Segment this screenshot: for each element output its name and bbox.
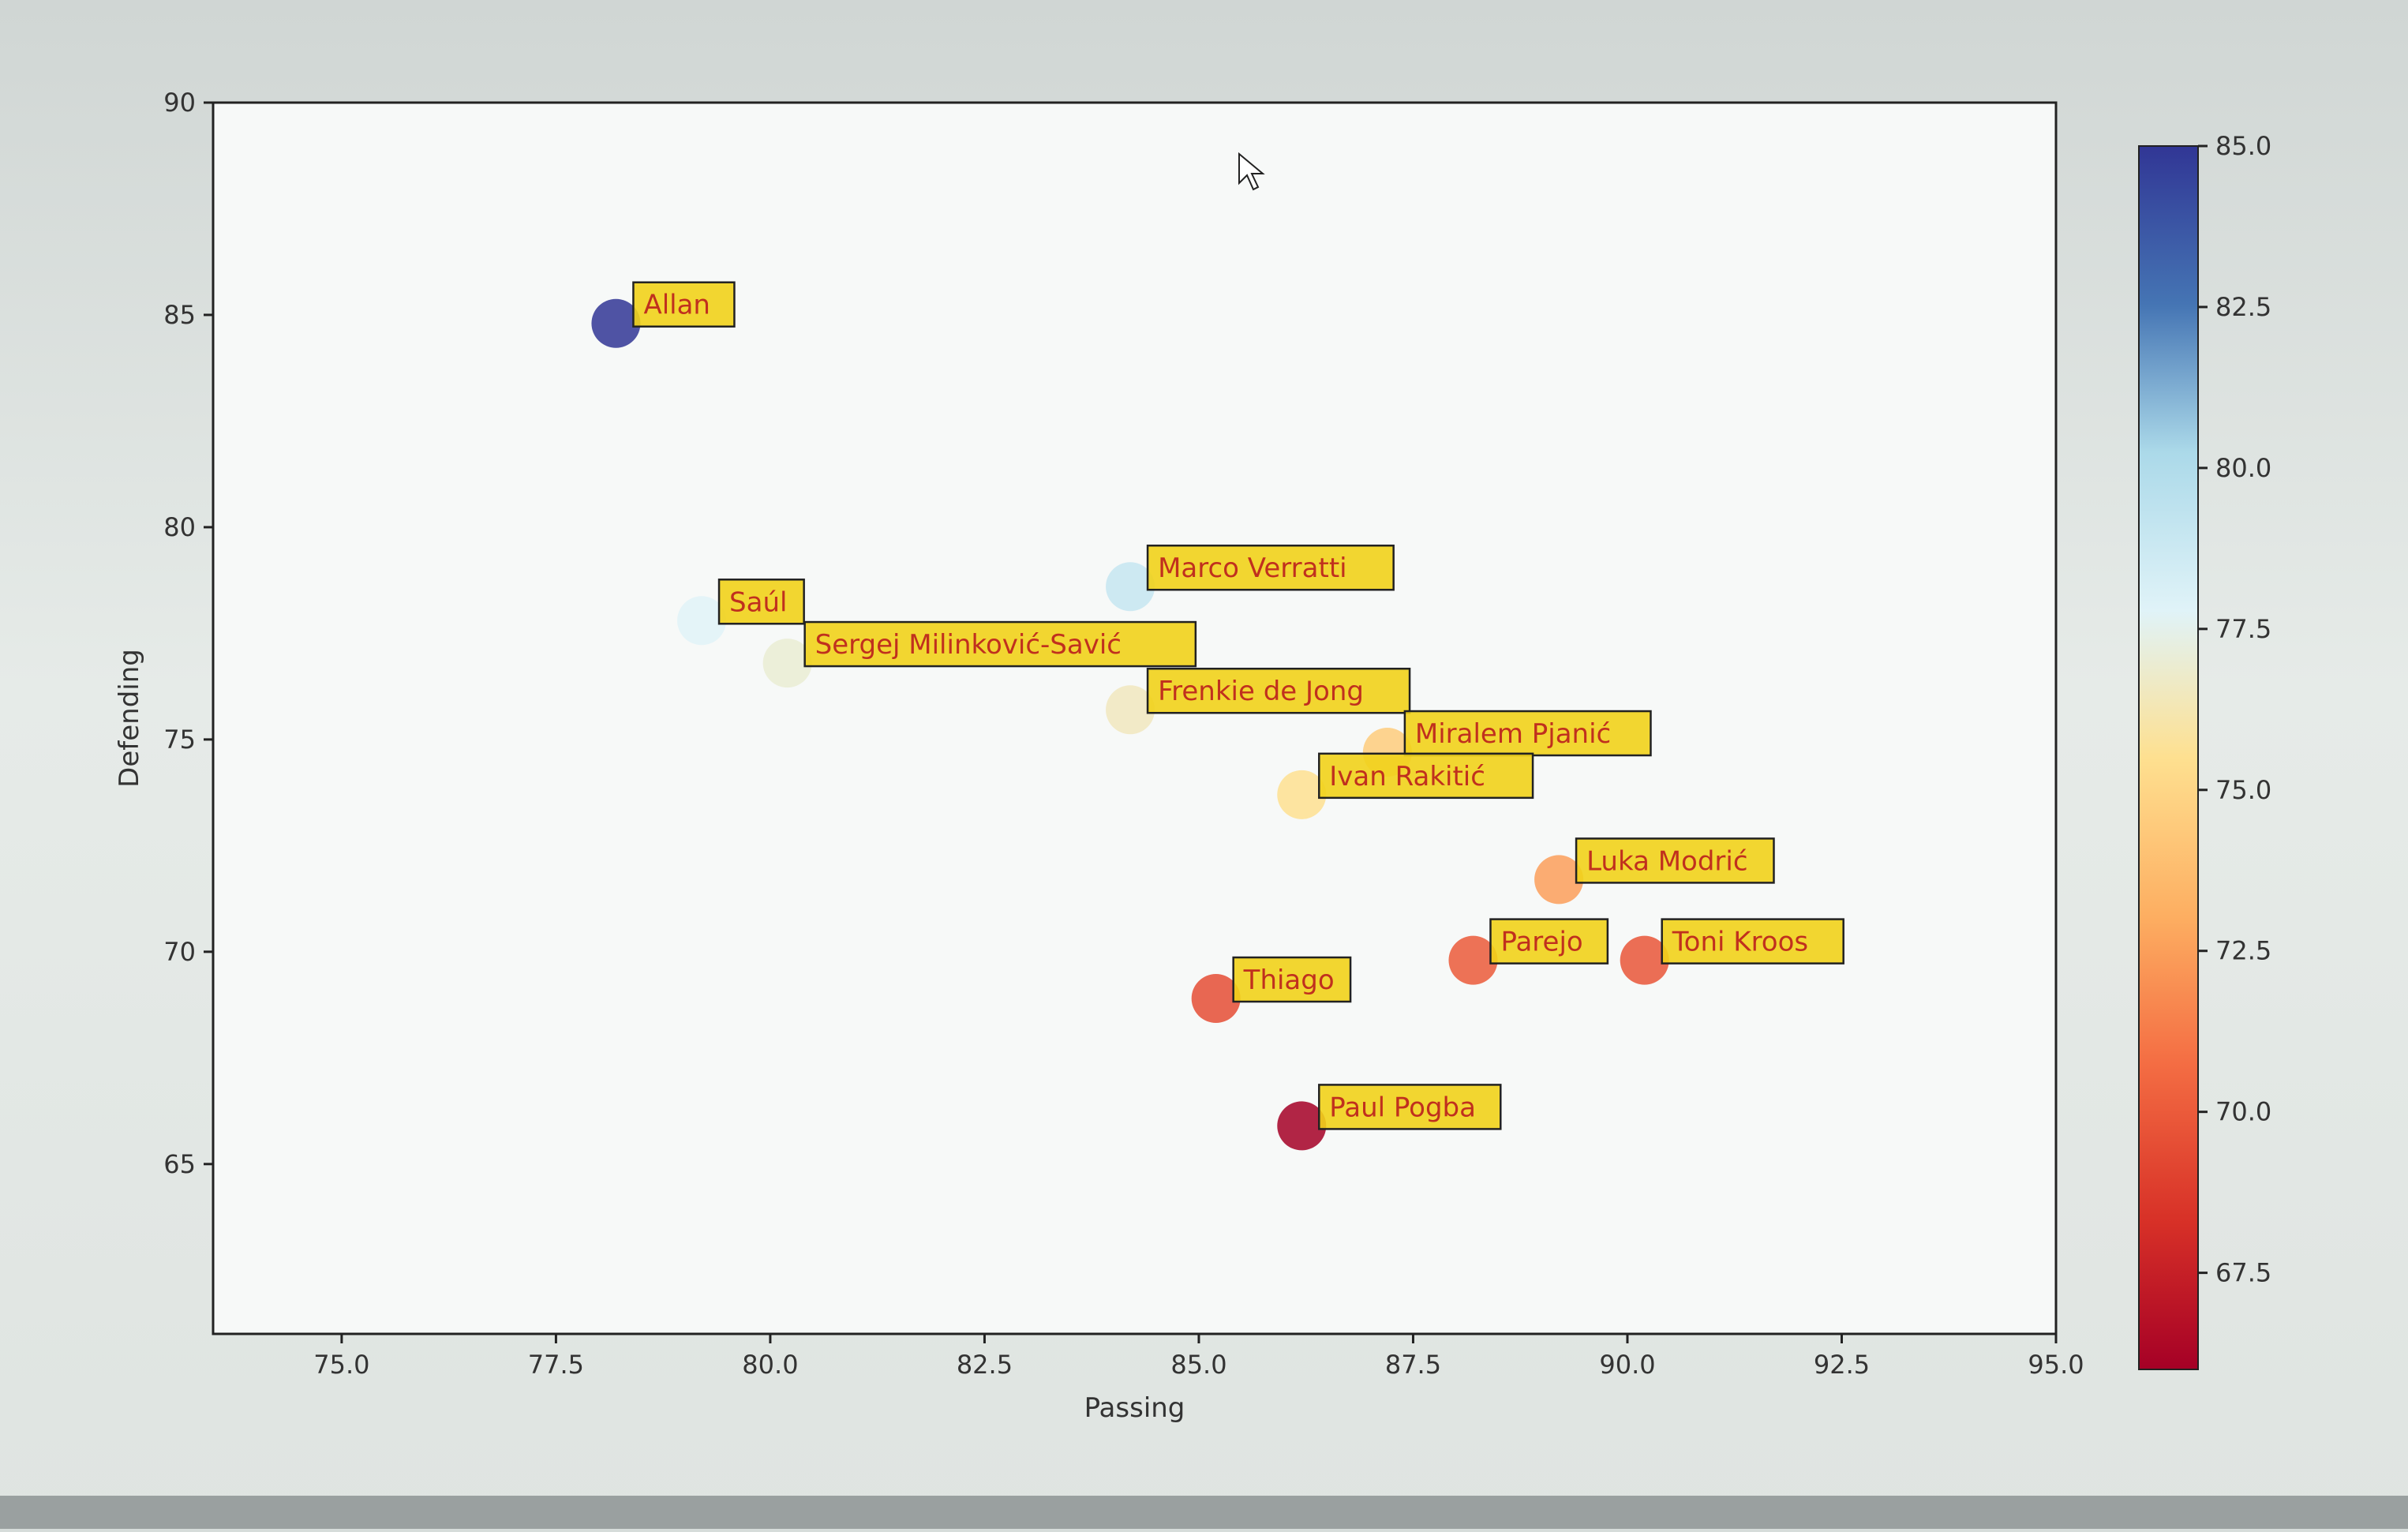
annotation-box <box>1403 710 1652 757</box>
colorbar: 67.5 70.0 72.5 75.0 77.5 80.0 82.5 85.0 <box>2138 131 2271 1370</box>
annotation-box <box>1232 956 1352 1003</box>
data-point <box>1534 855 1584 905</box>
point-annotation: Luka Modrić <box>1575 837 1775 884</box>
data-point <box>591 298 641 348</box>
y-tick-label: 75 <box>163 725 196 755</box>
colorbar-tick-label: 80.0 <box>2215 453 2271 483</box>
point-label: Thiago <box>1243 965 1335 996</box>
point-label: Ivan Rakitić <box>1329 761 1485 792</box>
point-annotation: Toni Kroos <box>1661 918 1844 965</box>
x-tick-label: 82.5 <box>957 1350 1013 1380</box>
point-label: Miralem Pjanić <box>1415 718 1611 750</box>
data-point <box>1277 770 1327 819</box>
x-tick-label: 80.0 <box>742 1350 798 1380</box>
colorbar-tick-label: 77.5 <box>2215 614 2271 644</box>
window-toolbar-strip <box>0 1496 2408 1529</box>
annotation-box <box>1146 544 1395 591</box>
mouse-cursor-icon <box>1238 152 1265 191</box>
colorbar-gradient <box>2138 145 2199 1370</box>
data-point <box>1277 1101 1327 1151</box>
point-annotation: Parejo <box>1489 918 1609 965</box>
annotation-box <box>1575 837 1775 884</box>
x-tick-label: 90.0 <box>1599 1350 1655 1380</box>
y-axis: 65 70 75 80 85 90 <box>163 88 213 1179</box>
annotation-box <box>632 281 736 328</box>
colorbar-tick-label: 72.5 <box>2215 936 2271 966</box>
colorbar-tick-label: 75.0 <box>2215 775 2271 805</box>
colorbar-tick-label: 67.5 <box>2215 1258 2271 1288</box>
point-annotation: Marco Verratti <box>1146 544 1395 591</box>
point-label: Luka Modrić <box>1586 845 1747 877</box>
x-tick-label: 95.0 <box>2028 1350 2084 1380</box>
point-annotation: Miralem Pjanić <box>1403 710 1652 757</box>
y-tick-label: 70 <box>163 937 196 967</box>
annotation-box <box>1661 918 1844 965</box>
point-label: Allan <box>643 290 710 321</box>
y-tick-label: 90 <box>163 88 196 118</box>
point-label: Sergej Milinković-Savić <box>815 629 1122 661</box>
x-tick-label: 77.5 <box>528 1350 584 1380</box>
x-tick-label: 75.0 <box>313 1350 369 1380</box>
point-label: Frenkie de Jong <box>1158 676 1364 707</box>
point-annotation: Thiago <box>1232 956 1352 1003</box>
data-point <box>1448 935 1498 985</box>
colorbar-ticks: 67.5 70.0 72.5 75.0 77.5 80.0 82.5 85.0 <box>2198 131 2271 1288</box>
annotation-box <box>717 579 805 625</box>
annotation-box <box>1489 918 1609 965</box>
data-point <box>1191 974 1241 1024</box>
annotation-box <box>1146 667 1411 714</box>
annotation-box <box>803 620 1197 668</box>
annotation-box <box>1318 752 1534 800</box>
x-tick-label: 85.0 <box>1170 1350 1226 1380</box>
data-point <box>1106 562 1155 612</box>
point-annotation: Ivan Rakitić <box>1318 752 1534 800</box>
y-tick-label: 65 <box>163 1149 196 1179</box>
y-axis-label: Defending <box>114 649 145 788</box>
x-axis: 75.0 77.5 80.0 82.5 85.0 87.5 90.0 92.5 95.0 <box>313 1334 2084 1380</box>
point-annotation: Sergej Milinković-Savić <box>803 620 1197 668</box>
colorbar-tick-label: 82.5 <box>2215 292 2271 322</box>
annotation-box <box>1318 1084 1502 1130</box>
colorbar-tick-label: 70.0 <box>2215 1097 2271 1127</box>
data-point <box>677 596 727 646</box>
labels-layer: Allan Saúl Sergej Milinković-Savić Marco Ve… <box>632 281 1844 1130</box>
data-point <box>1106 685 1155 735</box>
point-label: Marco Verratti <box>1158 552 1347 584</box>
x-axis-label: Passing <box>1084 1392 1185 1424</box>
data-point <box>1620 935 1669 985</box>
point-label: Saúl <box>729 586 787 618</box>
point-annotation: Allan <box>632 281 736 328</box>
point-annotation: Saúl <box>717 579 805 625</box>
point-label: Paul Pogba <box>1329 1092 1476 1123</box>
point-label: Parejo <box>1500 927 1582 958</box>
point-annotation: Frenkie de Jong <box>1146 667 1411 714</box>
x-tick-label: 92.5 <box>1814 1350 1870 1380</box>
x-tick-label: 87.5 <box>1385 1350 1441 1380</box>
plot-area: Allan Saúl Sergej Milinković-Savić Marco Ve… <box>212 101 2058 1335</box>
point-annotation: Paul Pogba <box>1318 1084 1502 1130</box>
y-tick-label: 80 <box>163 512 196 542</box>
data-point <box>762 639 812 688</box>
colorbar-tick-label: 85.0 <box>2215 131 2271 161</box>
point-label: Toni Kroos <box>1672 927 1808 958</box>
y-tick-label: 85 <box>163 300 196 330</box>
